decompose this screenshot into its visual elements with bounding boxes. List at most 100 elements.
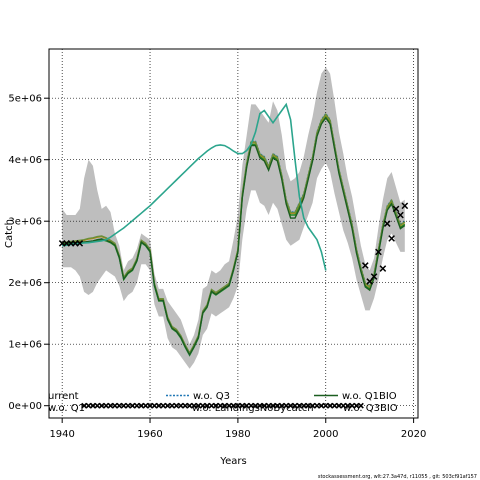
legend-entry: w.o. Q3BIO (343, 403, 398, 414)
zero-marker (89, 402, 96, 409)
zero-marker (239, 402, 246, 409)
legend-entry: w.o. LandingsNoBycatch (192, 403, 314, 414)
zero-marker (103, 402, 110, 409)
y-tick-label: 1e+06 (8, 340, 42, 351)
zero-marker (160, 402, 167, 409)
zero-marker (116, 402, 123, 409)
observation-marker (388, 235, 395, 242)
zero-marker (340, 402, 347, 409)
zero-marker (164, 402, 171, 409)
zero-marker (182, 402, 189, 409)
zero-marker (327, 402, 334, 409)
observation-marker (401, 202, 409, 210)
zero-marker (256, 402, 263, 409)
zero-marker (177, 402, 184, 409)
y-tick-label: 2e+06 (8, 278, 42, 289)
zero-marker (318, 402, 325, 409)
zero-marker (357, 402, 364, 409)
zero-marker (331, 402, 338, 409)
zero-marker (270, 402, 277, 409)
confidence-band (62, 67, 405, 369)
zero-marker (173, 402, 180, 409)
zero-marker (186, 402, 193, 409)
zero-marker (296, 402, 303, 409)
zero-marker (98, 402, 105, 409)
zero-marker (129, 402, 136, 409)
confidence-band-layer (62, 67, 405, 369)
zero-marker (217, 402, 224, 409)
zero-marker (107, 402, 114, 409)
zero-marker (151, 402, 158, 409)
zero-marker (234, 402, 241, 409)
x-tick-label: 2020 (401, 429, 426, 440)
x-axis-title: Years (219, 456, 246, 467)
zero-marker (85, 402, 92, 409)
observation-marker (383, 220, 391, 227)
zero-marker (190, 402, 197, 409)
zero-marker (226, 402, 233, 409)
zero-marker (94, 402, 101, 409)
observation-marker (361, 262, 369, 269)
zero-marker (147, 402, 154, 409)
zero-marker (125, 402, 132, 409)
zero-marker (283, 402, 290, 409)
zero-marker (265, 402, 272, 409)
y-tick-label: 4e+06 (8, 155, 42, 166)
observation-marker (397, 211, 404, 219)
series-line-w-o-q1 (62, 102, 327, 271)
zero-marker (261, 402, 268, 409)
observation-marker (375, 248, 382, 256)
y-tick-label: 0e+00 (8, 401, 42, 412)
zero-marker (138, 402, 145, 409)
axis-layer: 1940 1960 1980 2000 2020 0e+00 1e+06 2e+06 3e+06… (8, 94, 426, 440)
observation-marker (392, 205, 400, 213)
y-tick-label: 3e+06 (8, 217, 42, 228)
observation-marker (379, 265, 387, 272)
observation-marker-layer (58, 202, 409, 409)
zero-marker (287, 402, 294, 409)
zero-marker (344, 402, 351, 409)
zero-marker (335, 402, 342, 409)
zero-marker (133, 402, 140, 409)
x-tick-label: 1940 (49, 429, 74, 440)
legend-entry: w.o. Q3 (193, 391, 230, 402)
zero-marker (195, 402, 202, 409)
zero-marker (221, 402, 228, 409)
plot-frame (48, 48, 419, 419)
zero-marker (274, 402, 281, 409)
legend-entry: urrent (48, 391, 79, 402)
y-tick-label: 5e+06 (8, 94, 42, 105)
x-tick-label: 1960 (137, 429, 162, 440)
zero-marker (169, 402, 175, 409)
zero-marker (349, 402, 356, 409)
zero-marker (248, 402, 255, 409)
x-tick-label: 2000 (313, 429, 338, 440)
zero-marker (292, 402, 298, 409)
zero-marker (243, 402, 250, 409)
zero-marker (204, 402, 211, 409)
zero-marker (353, 402, 360, 409)
zero-marker (322, 402, 329, 409)
zero-marker (309, 402, 316, 409)
footer-text: stockassessment.org, wlt:27.3a47d, r1105… (318, 474, 477, 480)
observation-marker (370, 273, 378, 280)
zero-marker (111, 402, 118, 409)
zero-marker (278, 402, 285, 409)
zero-marker (313, 402, 320, 409)
zero-marker (208, 402, 215, 409)
legend-entry: w.o. Q1 (48, 403, 85, 414)
series-line-w-o-q1bio (62, 116, 406, 357)
zero-marker (212, 402, 219, 409)
legend-entry: w.o. Q1BIO (342, 391, 397, 402)
series-layer (62, 102, 406, 357)
zero-marker (199, 402, 206, 409)
zero-marker (252, 402, 259, 409)
x-tick-label: 1980 (225, 429, 250, 440)
observation-marker (76, 240, 84, 247)
y-axis-title: Catch (4, 219, 15, 248)
zero-marker (155, 402, 162, 409)
zero-marker (81, 402, 88, 409)
zero-marker (305, 402, 312, 409)
